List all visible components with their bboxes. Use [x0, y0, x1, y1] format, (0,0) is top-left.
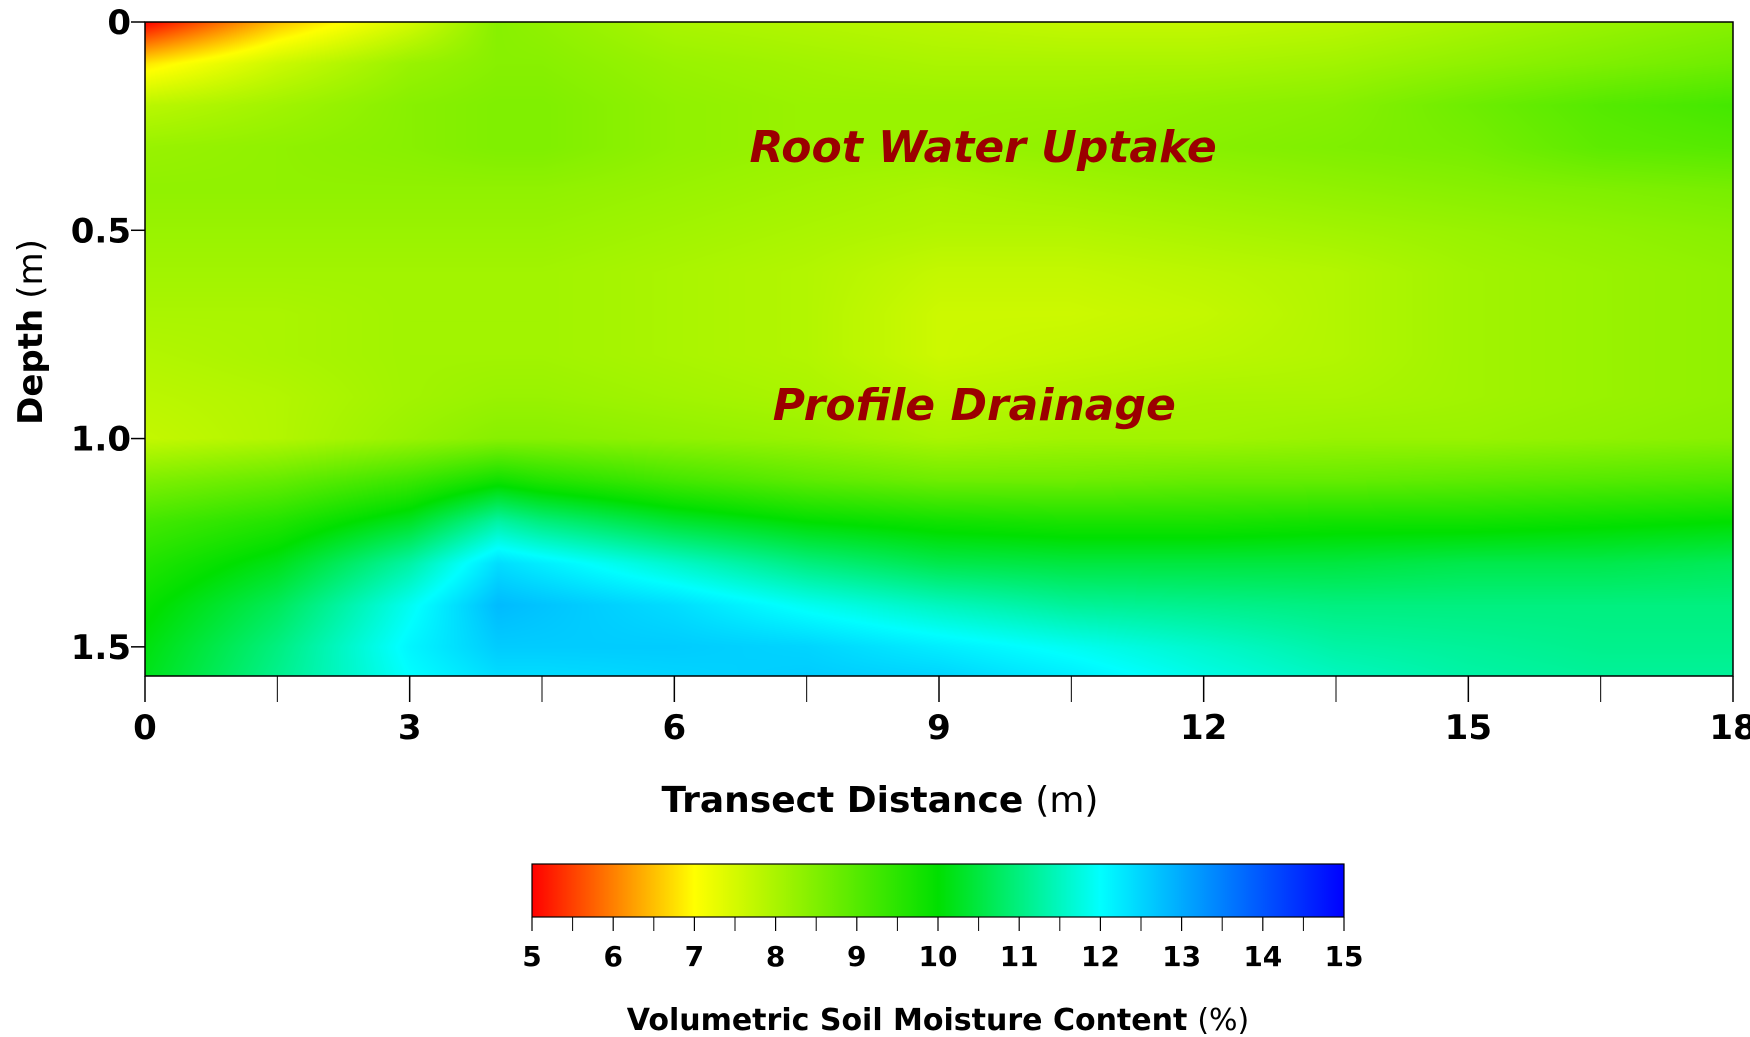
colorbar-tick-label: 15 — [1325, 940, 1364, 973]
y-axis-title-unit: (m) — [11, 239, 51, 299]
heatmap-plot-area — [144, 21, 1734, 677]
colorbar-tick-label: 11 — [1000, 940, 1039, 973]
colorbar-tick-label: 6 — [603, 940, 622, 973]
x-axis-title: Transect Distance (m) — [662, 780, 1099, 821]
plot-annotations: Root Water Uptake Profile Drainage — [750, 122, 1217, 431]
colorbar-bar — [531, 863, 1345, 918]
annotation-root-water-uptake: Root Water Uptake — [750, 122, 1217, 173]
x-tick-label: 15 — [1445, 708, 1492, 748]
y-tick-label: 1.0 — [71, 420, 131, 460]
colorbar-tick-label: 8 — [766, 940, 785, 973]
colorbar-tick-label: 9 — [847, 940, 866, 973]
colorbar-title: Volumetric Soil Moisture Content (%) — [627, 1003, 1250, 1037]
y-tick-label: 1.5 — [71, 628, 131, 668]
x-tick-label: 0 — [133, 708, 157, 748]
x-axis: 0 3 6 9 12 15 18 — [133, 676, 1750, 748]
y-tick-label: 0 — [107, 3, 131, 43]
colorbar-tick-label: 14 — [1243, 940, 1282, 973]
y-axis-title: Depth (m) — [11, 239, 51, 425]
colorbar-tick-label: 12 — [1081, 940, 1120, 973]
x-tick-label: 6 — [662, 708, 686, 748]
colorbar-title-unit: (%) — [1197, 1003, 1249, 1037]
colorbar-tick-label: 5 — [522, 940, 541, 973]
x-axis-title-main: Transect Distance — [662, 780, 1024, 821]
x-tick-label: 12 — [1180, 708, 1227, 748]
x-tick-label: 18 — [1709, 708, 1750, 748]
x-axis-title-unit: (m) — [1035, 780, 1098, 821]
x-tick-label: 3 — [398, 708, 422, 748]
colorbar-ticks: 5 6 7 8 9 10 11 12 13 14 15 — [522, 917, 1363, 973]
x-tick-label: 9 — [927, 708, 951, 748]
y-tick-label: 0.5 — [71, 211, 131, 251]
y-axis: 0 0.5 1.0 1.5 — [71, 3, 145, 668]
heatmap-raster — [145, 22, 1733, 676]
colorbar-tick-label: 7 — [685, 940, 704, 973]
colorbar: 5 6 7 8 9 10 11 12 13 14 15 — [522, 863, 1363, 973]
colorbar-tick-label: 13 — [1162, 940, 1201, 973]
annotation-profile-drainage: Profile Drainage — [773, 380, 1176, 431]
colorbar-title-main: Volumetric Soil Moisture Content — [627, 1003, 1188, 1037]
y-axis-title-main: Depth — [11, 309, 51, 425]
colorbar-tick-label: 10 — [919, 940, 958, 973]
